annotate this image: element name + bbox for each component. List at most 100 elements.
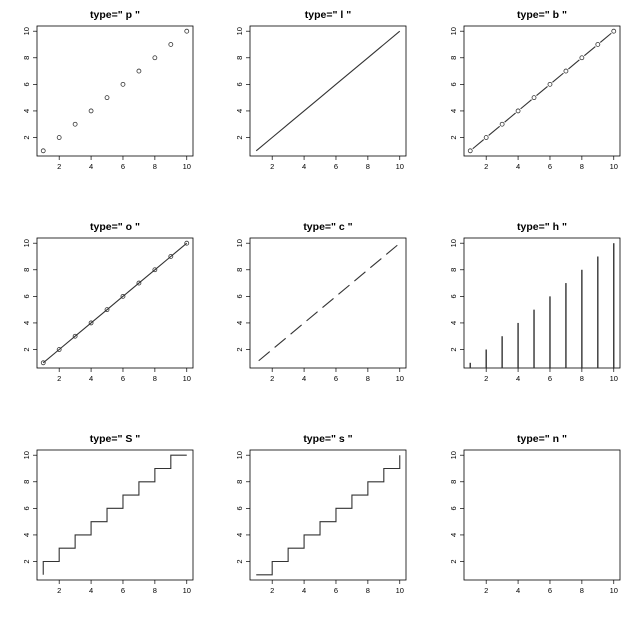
- plot-svg: type=" o " 2 4 6 8 10 2 4 6 8 10: [22, 221, 194, 383]
- y-tick-label: 2: [235, 347, 244, 351]
- y-tick-label: 10: [22, 451, 31, 459]
- x-tick-label: 10: [610, 162, 618, 171]
- series-segment: [488, 125, 501, 136]
- x-tick-label: 10: [183, 162, 191, 171]
- x-tick-label: 2: [484, 374, 488, 383]
- y-tick-label: 10: [235, 451, 244, 459]
- x-tick-label: 6: [548, 374, 552, 383]
- series-segment: [274, 337, 287, 348]
- y-tick-label: 6: [235, 82, 244, 86]
- plot-panel: type=" l " 2 4 6 8 10 2 4 6 8 10: [213, 0, 426, 205]
- series-segment: [536, 85, 548, 97]
- plot-frame: [463, 25, 621, 157]
- x-tick-label: 2: [270, 374, 274, 383]
- plot-title: type=" o ": [90, 221, 140, 233]
- y-tick-label: 8: [22, 56, 31, 60]
- plot-svg: type=" b " 2 4 6 8 10 2 4 6 8 10: [449, 9, 621, 171]
- series-segment: [258, 351, 271, 362]
- data-point: [184, 28, 190, 34]
- data-point: [56, 135, 62, 140]
- data-point: [104, 95, 110, 101]
- x-tick-label: 8: [580, 586, 584, 595]
- x-tick-label: 2: [484, 586, 488, 595]
- plot-svg: type=" c " 2 4 6 8 10 2 4 6 8 10: [235, 221, 407, 383]
- series-segment: [599, 32, 612, 43]
- y-tick-label: 4: [22, 109, 31, 113]
- series-segment: [552, 72, 564, 83]
- y-tick-label: 10: [449, 27, 458, 35]
- series-segment: [472, 139, 485, 150]
- series-segment: [354, 271, 366, 282]
- plot-frame: [463, 449, 621, 581]
- x-tick-label: 10: [610, 586, 618, 595]
- x-tick-label: 10: [396, 586, 404, 595]
- series-segment: [583, 46, 596, 57]
- data-point: [531, 95, 537, 101]
- plot-frame: [249, 237, 407, 369]
- y-tick-label: 10: [22, 239, 31, 247]
- y-tick-label: 8: [449, 56, 458, 60]
- plot-frame: [36, 237, 194, 369]
- x-tick-label: 8: [580, 374, 584, 383]
- x-tick-label: 10: [396, 162, 404, 171]
- plot-title: type=" c ": [303, 221, 352, 233]
- data-point: [88, 320, 94, 326]
- plot-panel: type=" S " 2 4 6 8 10 2 4 6 8 10: [0, 424, 213, 629]
- data-point: [152, 267, 158, 273]
- data-point: [515, 108, 521, 114]
- x-tick-label: 6: [334, 374, 338, 383]
- data-point: [595, 42, 601, 47]
- plot-title: type=" n ": [517, 433, 567, 445]
- y-tick-label: 6: [449, 506, 458, 510]
- y-tick-label: 8: [449, 268, 458, 272]
- y-tick-label: 6: [22, 82, 31, 86]
- plot-panel: type=" h " 2 4 6 8 10 2 4 6 8 10: [427, 212, 640, 417]
- data-point: [72, 121, 78, 127]
- x-tick-label: 6: [334, 162, 338, 171]
- plot-panel: type=" b " 2 4 6 8 10 2 4 6 8 10: [427, 0, 640, 205]
- x-tick-label: 4: [516, 586, 520, 595]
- y-tick-label: 4: [449, 109, 458, 113]
- x-tick-label: 4: [516, 374, 520, 383]
- y-tick-label: 8: [235, 268, 244, 272]
- x-tick-label: 6: [121, 586, 125, 595]
- y-tick-label: 8: [22, 268, 31, 272]
- data-point: [168, 42, 174, 47]
- plot-panel: type=" s " 2 4 6 8 10 2 4 6 8 10: [213, 424, 426, 629]
- plot-frame: [249, 449, 407, 581]
- plot-panel: type=" p " 2 4 6 8 10 2 4 6 8 10: [0, 0, 213, 205]
- plot-title: type=" p ": [90, 9, 140, 21]
- plot-svg: type=" n " 2 4 6 8 10 2 4 6 8 10: [449, 433, 621, 595]
- data-point: [120, 293, 126, 299]
- x-tick-label: 8: [153, 586, 157, 595]
- series-segment: [306, 311, 318, 322]
- series-segment: [369, 258, 382, 269]
- data-point: [483, 135, 489, 140]
- plot-panel: type=" n " 2 4 6 8 10 2 4 6 8 10: [427, 424, 640, 629]
- plot-svg: type=" h " 2 4 6 8 10 2 4 6 8 10: [449, 221, 621, 383]
- y-tick-label: 6: [235, 506, 244, 510]
- y-tick-label: 8: [235, 480, 244, 484]
- x-tick-label: 4: [89, 162, 93, 171]
- x-tick-label: 2: [270, 162, 274, 171]
- y-tick-label: 6: [22, 294, 31, 298]
- data-point: [547, 81, 553, 87]
- plot-frame: [36, 25, 194, 157]
- y-tick-label: 8: [449, 480, 458, 484]
- y-tick-label: 6: [22, 506, 31, 510]
- series-segment: [290, 324, 302, 335]
- plot-svg: type=" p " 2 4 6 8 10 2 4 6 8 10: [22, 9, 194, 171]
- data-point: [120, 81, 126, 87]
- data-point: [579, 55, 585, 61]
- y-tick-label: 8: [235, 56, 244, 60]
- x-tick-label: 8: [153, 374, 157, 383]
- x-tick-label: 4: [302, 374, 306, 383]
- y-tick-label: 10: [449, 239, 458, 247]
- x-tick-label: 8: [153, 162, 157, 171]
- x-tick-label: 8: [366, 586, 370, 595]
- series-segment: [504, 112, 516, 123]
- y-tick-label: 2: [449, 347, 458, 351]
- plot-panel: type=" c " 2 4 6 8 10 2 4 6 8 10: [213, 212, 426, 417]
- data-point: [563, 68, 569, 74]
- data-point: [56, 347, 62, 352]
